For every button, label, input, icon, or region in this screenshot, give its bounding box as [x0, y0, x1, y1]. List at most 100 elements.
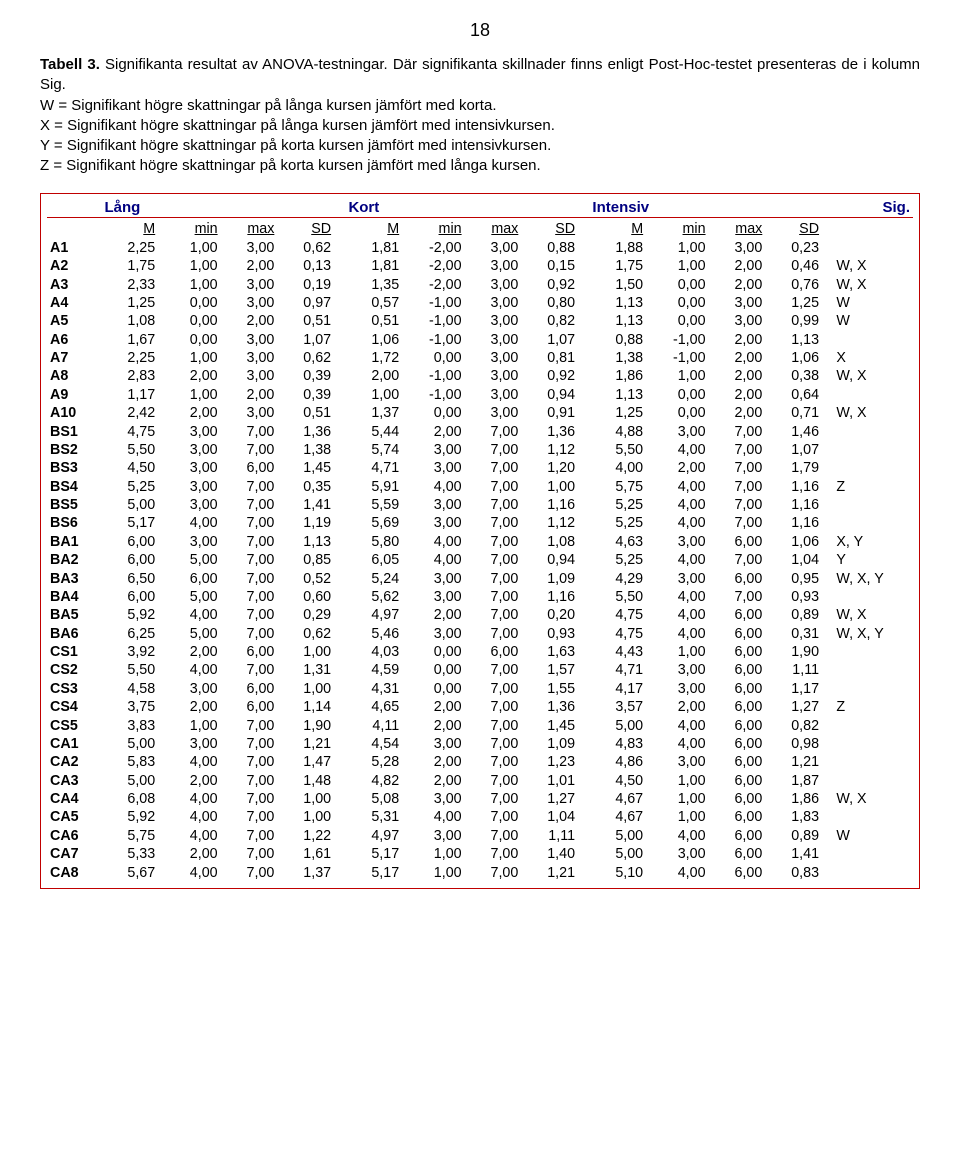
cell: 4,00 [646, 551, 708, 569]
cell: 4,00 [646, 735, 708, 753]
cell: 5,50 [589, 441, 646, 459]
cell: 0,39 [277, 367, 334, 385]
cell: 0,82 [765, 716, 822, 734]
cell: 0,83 [765, 863, 822, 881]
cell: 2,00 [709, 404, 766, 422]
cell: 4,63 [589, 533, 646, 551]
cell: 7,00 [465, 478, 522, 496]
cell: 4,03 [345, 643, 402, 661]
row-id: BA4 [47, 588, 101, 606]
cell: 7,00 [465, 551, 522, 569]
cell: 2,00 [345, 367, 402, 385]
cell: 6,00 [158, 569, 220, 587]
subheader-cell: SD [521, 220, 578, 238]
cell: 0,35 [277, 478, 334, 496]
cell: 0,97 [277, 294, 334, 312]
cell: 7,00 [465, 514, 522, 532]
cell: 1,00 [646, 239, 708, 257]
cell: 1,88 [589, 239, 646, 257]
cell: 6,00 [709, 606, 766, 624]
table-row: A51,080,002,000,510,51-1,003,000,821,130… [47, 312, 913, 330]
cell: 4,11 [345, 716, 402, 734]
cell: 3,00 [402, 496, 464, 514]
cell: 6,00 [709, 533, 766, 551]
cell: 3,00 [402, 625, 464, 643]
sig-cell [833, 772, 913, 790]
row-id: BS1 [47, 422, 101, 440]
cell: 0,62 [277, 239, 334, 257]
sig-cell: W [833, 827, 913, 845]
cell: 5,50 [589, 588, 646, 606]
cell: 1,16 [521, 588, 578, 606]
cell: 3,00 [465, 404, 522, 422]
cell: 1,36 [521, 698, 578, 716]
cell: 5,00 [589, 845, 646, 863]
cell: 3,00 [158, 441, 220, 459]
table-row: BA46,005,007,000,605,623,007,001,165,504… [47, 588, 913, 606]
cell: 1,86 [765, 790, 822, 808]
cell: 4,86 [589, 753, 646, 771]
cell: 3,00 [465, 386, 522, 404]
cell: 4,67 [589, 808, 646, 826]
cell: 7,00 [221, 716, 278, 734]
cell: 5,67 [101, 863, 158, 881]
cell: 6,00 [101, 551, 158, 569]
cell: 6,00 [101, 533, 158, 551]
row-id: A5 [47, 312, 101, 330]
table-row: CS13,922,006,001,004,030,006,001,634,431… [47, 643, 913, 661]
cell: 1,00 [277, 808, 334, 826]
table-row: BA26,005,007,000,856,054,007,000,945,254… [47, 551, 913, 569]
cell: 5,00 [589, 827, 646, 845]
cell: 5,50 [101, 661, 158, 679]
cell: 1,17 [101, 386, 158, 404]
cell: 3,00 [158, 422, 220, 440]
row-id: A3 [47, 275, 101, 293]
cell: 1,09 [521, 569, 578, 587]
row-id: BS6 [47, 514, 101, 532]
cell: 1,72 [345, 349, 402, 367]
cell: 1,45 [277, 459, 334, 477]
cell: 4,75 [589, 606, 646, 624]
cell: 6,05 [345, 551, 402, 569]
cell: 3,00 [709, 312, 766, 330]
cell: 7,00 [709, 588, 766, 606]
legend: W = Signifikant högre skattningar på lån… [40, 96, 920, 177]
cell: 7,00 [465, 680, 522, 698]
cell: 0,60 [277, 588, 334, 606]
row-id: CA2 [47, 753, 101, 771]
subheader-cell: min [402, 220, 464, 238]
table-row: A72,251,003,000,621,720,003,000,811,38-1… [47, 349, 913, 367]
row-id: CS2 [47, 661, 101, 679]
cell: 4,43 [589, 643, 646, 661]
cell: 7,00 [465, 533, 522, 551]
row-id: BA3 [47, 569, 101, 587]
row-id: A7 [47, 349, 101, 367]
cell: 5,25 [589, 551, 646, 569]
subheader-cell: min [158, 220, 220, 238]
cell: 1,90 [765, 643, 822, 661]
cell: 1,75 [101, 257, 158, 275]
cell: 6,00 [221, 459, 278, 477]
cell: 0,00 [646, 386, 708, 404]
row-id: CA1 [47, 735, 101, 753]
cell: 2,00 [158, 643, 220, 661]
cell: 3,00 [158, 478, 220, 496]
cell: 3,00 [465, 331, 522, 349]
cell: 7,00 [465, 569, 522, 587]
cell: 1,27 [521, 790, 578, 808]
cell: 3,00 [402, 735, 464, 753]
cell: 0,19 [277, 275, 334, 293]
row-id: BA2 [47, 551, 101, 569]
cell: 1,00 [158, 386, 220, 404]
cell: 1,04 [765, 551, 822, 569]
cell: 4,65 [345, 698, 402, 716]
cell: 1,37 [345, 404, 402, 422]
cell: 7,00 [709, 496, 766, 514]
row-id: BS3 [47, 459, 101, 477]
sig-cell: X [833, 349, 913, 367]
cell: 5,50 [101, 441, 158, 459]
cell: 1,04 [521, 808, 578, 826]
sig-cell: W, X [833, 367, 913, 385]
cell: 4,75 [101, 422, 158, 440]
cell: 0,23 [765, 239, 822, 257]
